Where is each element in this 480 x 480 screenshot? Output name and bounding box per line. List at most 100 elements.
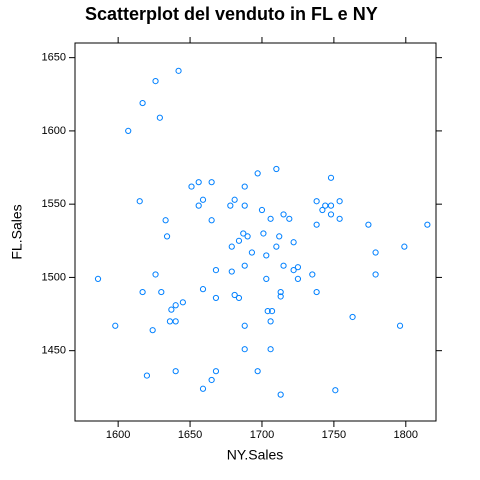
point xyxy=(294,264,302,271)
point xyxy=(158,288,165,296)
point xyxy=(212,368,220,375)
point xyxy=(112,322,119,329)
point xyxy=(372,249,379,256)
point xyxy=(208,179,215,186)
point xyxy=(195,179,202,186)
point xyxy=(208,376,215,384)
point xyxy=(240,230,247,237)
point xyxy=(195,202,202,209)
point xyxy=(152,77,159,85)
point xyxy=(231,291,238,299)
point xyxy=(263,275,270,282)
point xyxy=(260,230,267,237)
chart-title: Scatterplot del venduto in FL e NY xyxy=(85,4,378,24)
point xyxy=(199,286,207,293)
point xyxy=(208,217,215,224)
point xyxy=(94,275,102,282)
point xyxy=(365,221,372,228)
point xyxy=(401,243,408,250)
point xyxy=(290,266,297,274)
point xyxy=(277,288,284,296)
point xyxy=(294,275,302,282)
point xyxy=(273,165,280,173)
point xyxy=(372,271,379,278)
point xyxy=(231,196,238,203)
y-tick-label: 1500 xyxy=(42,271,66,283)
point xyxy=(322,202,329,209)
point xyxy=(136,198,143,205)
point xyxy=(188,183,195,190)
point xyxy=(241,183,248,190)
point xyxy=(267,215,274,222)
point xyxy=(396,322,404,329)
point xyxy=(241,202,248,209)
point xyxy=(248,249,256,256)
point xyxy=(254,368,261,375)
point xyxy=(268,308,276,315)
point xyxy=(336,215,343,222)
point xyxy=(172,368,179,375)
point xyxy=(228,243,235,250)
point xyxy=(156,114,163,121)
point xyxy=(168,306,175,313)
point xyxy=(212,294,220,302)
point xyxy=(327,174,335,181)
point xyxy=(254,170,261,177)
point xyxy=(267,318,274,325)
point xyxy=(327,202,335,209)
point xyxy=(273,243,280,250)
point xyxy=(327,211,335,218)
point xyxy=(280,211,287,218)
point xyxy=(290,239,297,246)
point xyxy=(166,318,174,325)
point xyxy=(424,221,431,228)
x-tick-label: 1750 xyxy=(322,429,346,441)
y-tick-label: 1600 xyxy=(42,125,66,137)
point xyxy=(244,233,251,240)
point xyxy=(163,233,171,240)
point xyxy=(263,252,270,259)
point xyxy=(139,288,146,296)
x-tick-label: 1600 xyxy=(106,429,130,441)
point xyxy=(277,293,284,300)
point xyxy=(309,271,316,278)
point xyxy=(162,217,169,224)
point xyxy=(258,206,266,214)
point xyxy=(336,198,343,205)
point xyxy=(175,67,182,74)
point xyxy=(143,372,151,379)
point xyxy=(228,268,235,275)
point xyxy=(172,318,179,325)
y-tick-label: 1450 xyxy=(42,345,66,357)
point xyxy=(199,385,207,392)
point xyxy=(227,202,234,209)
point xyxy=(276,233,283,240)
point xyxy=(235,294,243,302)
y-axis-label: FL.Sales xyxy=(9,204,25,259)
point xyxy=(264,308,271,315)
point xyxy=(149,327,156,334)
point xyxy=(241,262,248,269)
point xyxy=(313,221,320,228)
plot-frame xyxy=(74,42,437,422)
point xyxy=(235,237,243,244)
point xyxy=(267,346,274,353)
x-axis-label: NY.Sales xyxy=(227,447,284,463)
point xyxy=(152,271,159,278)
point xyxy=(212,266,220,274)
point xyxy=(241,322,248,329)
point xyxy=(172,302,179,309)
point xyxy=(280,262,287,269)
x-tick-label: 1650 xyxy=(178,429,202,441)
point xyxy=(349,313,356,321)
point xyxy=(199,196,207,203)
point xyxy=(179,299,186,306)
x-tick-label: 1700 xyxy=(250,429,274,441)
point xyxy=(125,127,132,135)
point xyxy=(319,206,326,214)
point xyxy=(241,346,248,353)
point xyxy=(139,99,146,107)
y-tick-label: 1550 xyxy=(42,198,66,210)
x-tick-label: 1800 xyxy=(394,429,418,441)
